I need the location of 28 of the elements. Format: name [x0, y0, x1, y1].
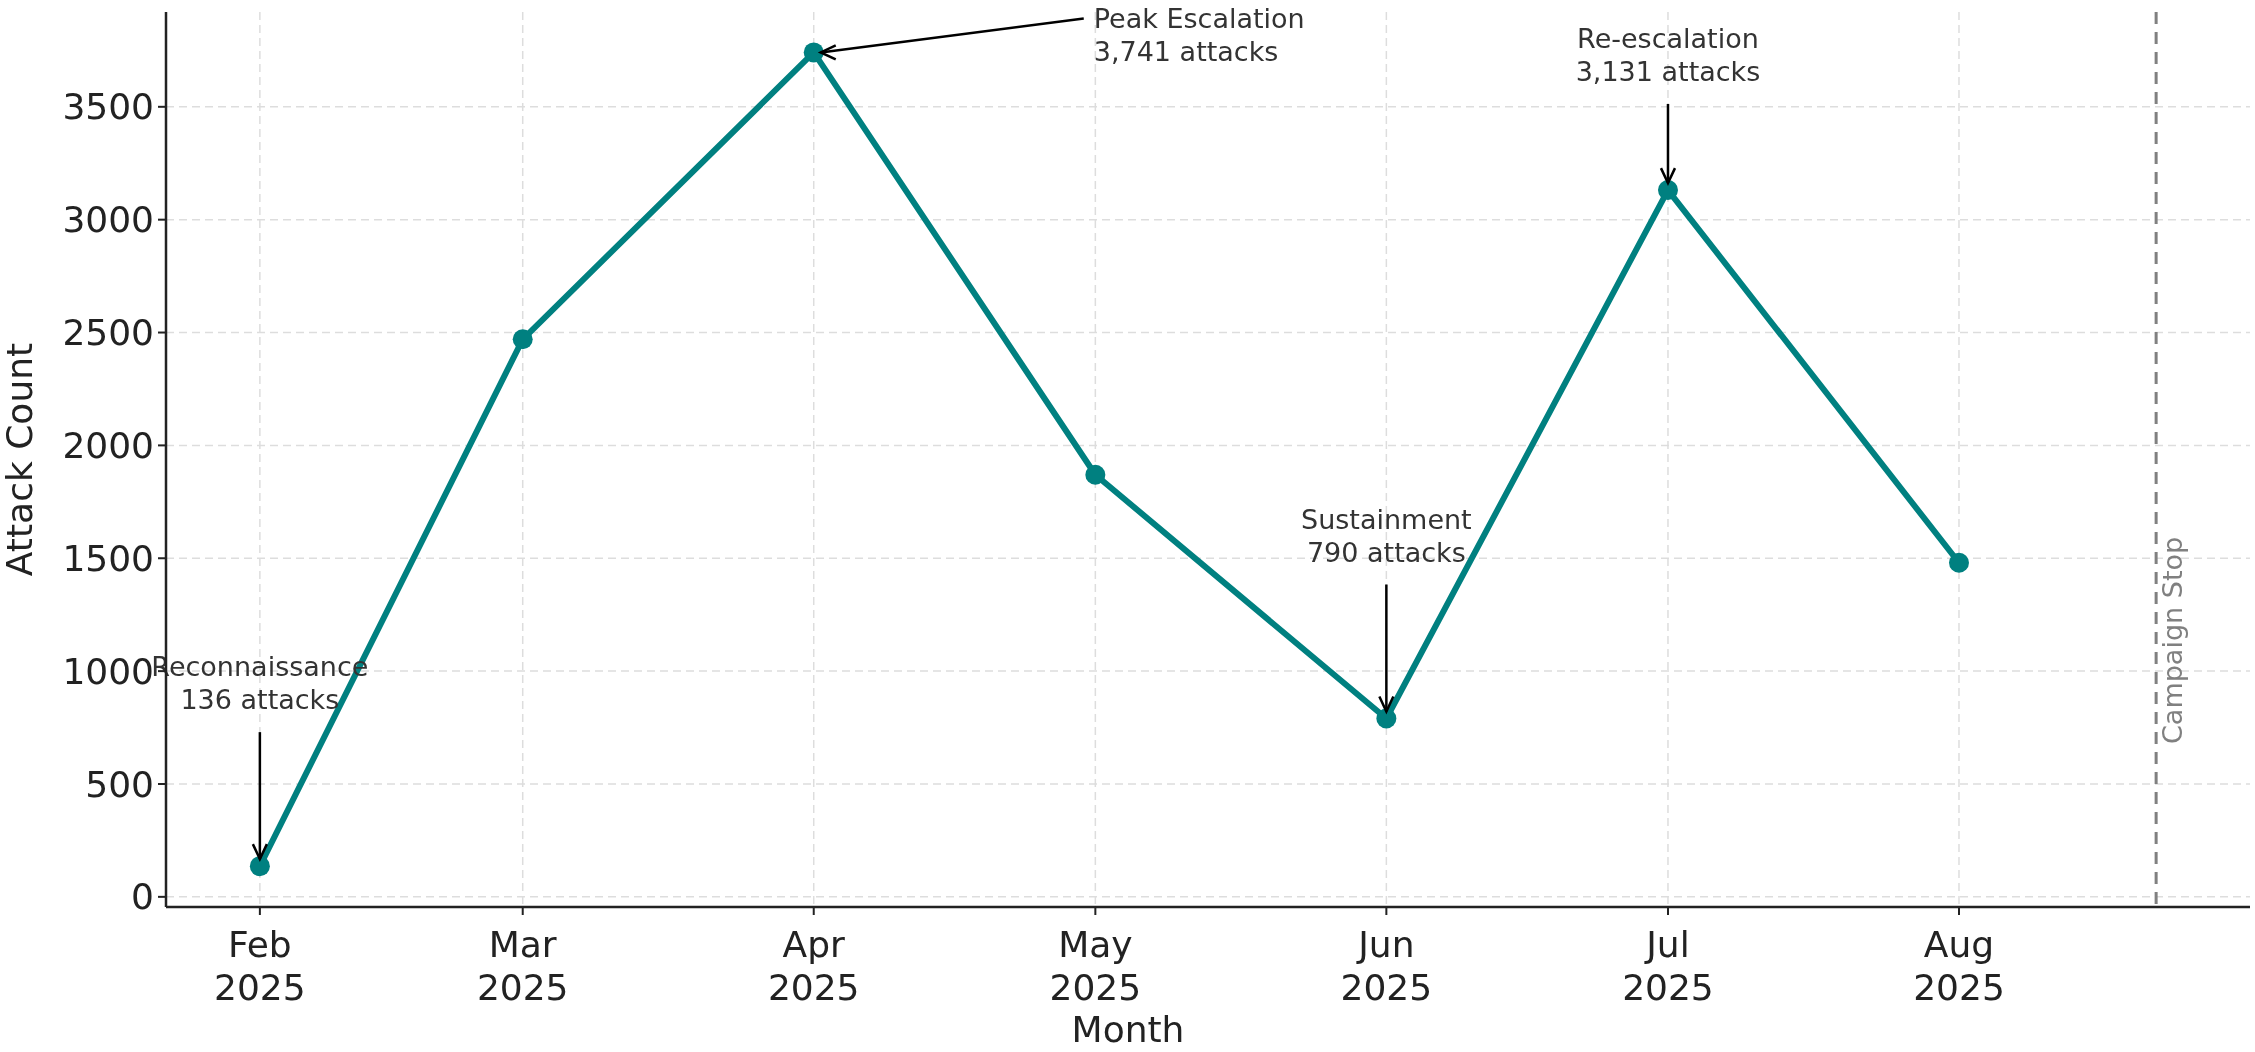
point — [1657, 180, 1678, 201]
x-tick-label: Jul 2025 — [1622, 924, 1714, 1008]
x-tick-label: Jun 2025 — [1340, 924, 1433, 1008]
y-tick-label: 0 — [131, 876, 154, 918]
y-tick-label: 2000 — [62, 424, 154, 466]
annotation: Sustainment 790 attacks — [1301, 503, 1472, 568]
annotation: Peak Escalation 3,741 attacks — [1093, 3, 1305, 68]
x-tick-label: Feb 2025 — [214, 924, 306, 1008]
x-tick-label: May 2025 — [1049, 924, 1142, 1008]
point — [1948, 552, 1969, 573]
x-axis-title: Month — [1071, 1009, 1185, 1050]
point — [803, 42, 824, 63]
x-tick-label: Mar 2025 — [476, 924, 569, 1008]
point — [1085, 464, 1106, 485]
x-tick-label: Aug 2025 — [1913, 924, 2005, 1008]
y-tick-label: 3500 — [62, 86, 154, 128]
y-tick-label: 3000 — [62, 199, 154, 241]
annotation: Re-escalation 3,131 attacks — [1575, 23, 1761, 87]
y-tick-label: 1500 — [62, 537, 154, 579]
y-tick-label: 2500 — [62, 312, 154, 354]
x-tick-label: Apr 2025 — [767, 924, 860, 1008]
ref-line-label: Campaign Stop — [2157, 536, 2189, 744]
y-tick-label: 500 — [85, 763, 154, 805]
point — [249, 856, 270, 877]
point — [1376, 708, 1397, 729]
y-tick-label: 1000 — [62, 650, 154, 692]
point — [512, 329, 533, 350]
y-axis-title: Attack Count — [0, 342, 40, 577]
